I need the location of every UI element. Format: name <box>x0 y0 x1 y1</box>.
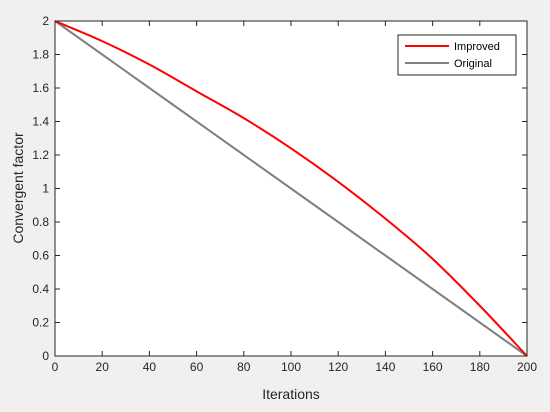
y-tick-label: 0 <box>42 349 49 363</box>
series-layer <box>54 20 528 357</box>
legend: Improved Original <box>397 34 517 76</box>
x-tick-label: 140 <box>375 360 395 374</box>
x-tick-label: 0 <box>52 360 59 374</box>
legend-box <box>397 34 517 76</box>
x-tick-label: 180 <box>470 360 490 374</box>
y-tick-label: 0.8 <box>32 215 49 229</box>
x-axis-title: Iterations <box>262 386 320 402</box>
x-tick-label: 160 <box>423 360 443 374</box>
y-tick-label: 0.4 <box>32 282 49 296</box>
x-tick-label: 60 <box>190 360 204 374</box>
series-line-original <box>54 20 528 357</box>
y-tick-label: 1.8 <box>32 48 49 62</box>
y-tick-label: 1.6 <box>32 81 49 95</box>
y-tick-label: 1 <box>42 182 49 196</box>
tick-labels-layer: 0 20 40 60 80 100 120 140 160 180 200 0 0.2 0.4 0.6 0.8… <box>32 14 537 374</box>
y-tick-label: 0.2 <box>32 316 49 330</box>
x-tick-label: 120 <box>328 360 348 374</box>
x-tick-label: 80 <box>237 360 251 374</box>
legend-label-original: Original <box>454 58 492 70</box>
y-axis-title: Convergent factor <box>10 132 26 244</box>
series-line-improved <box>54 20 528 357</box>
ticks-layer <box>54 20 528 357</box>
x-tick-label: 40 <box>143 360 157 374</box>
y-tick-label: 0.6 <box>32 249 49 263</box>
legend-label-improved: Improved <box>454 41 500 53</box>
y-tick-label: 2 <box>42 14 49 28</box>
x-tick-label: 20 <box>96 360 110 374</box>
y-tick-label: 1.2 <box>32 148 49 162</box>
y-tick-label: 1.4 <box>32 115 49 129</box>
x-tick-label: 100 <box>281 360 301 374</box>
x-tick-label: 200 <box>517 360 537 374</box>
